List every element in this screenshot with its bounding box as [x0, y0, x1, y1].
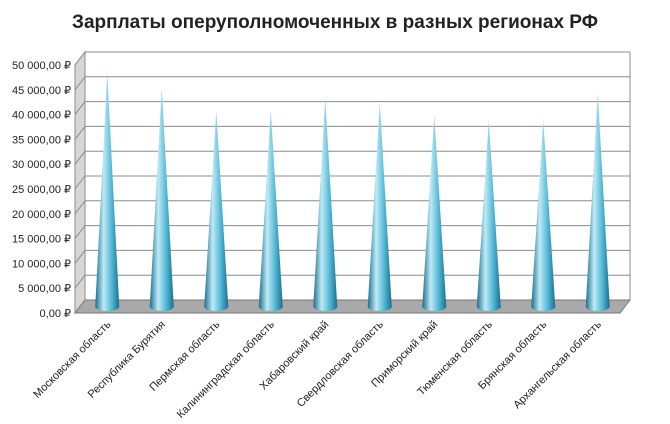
gridline-side — [74, 274, 86, 289]
gridline-side — [74, 101, 86, 115]
y-tick-label: 10 000,00 ₽ — [12, 258, 71, 270]
gridline-side — [74, 51, 86, 66]
gridline-side — [74, 175, 86, 190]
cone-bar — [313, 98, 338, 312]
gridline-side — [74, 150, 86, 165]
gridline-side — [74, 76, 86, 91]
cone-bar — [95, 73, 120, 311]
y-tick-label: 15 000,00 ₽ — [12, 234, 71, 246]
cone-bar — [258, 110, 283, 311]
cone-bar — [476, 120, 501, 311]
cone-bar — [531, 120, 556, 311]
y-tick-label: 40 000,00 ₽ — [12, 110, 71, 122]
y-tick-label: 30 000,00 ₽ — [12, 159, 71, 171]
y-tick-label: 25 000,00 ₽ — [12, 184, 71, 196]
y-tick-label: 35 000,00 ₽ — [12, 134, 71, 146]
gridline-side — [74, 225, 86, 239]
chart-title: Зарплаты оперуполномоченных в разных рег… — [72, 12, 598, 33]
gridline-side — [74, 200, 86, 215]
cone-bar — [149, 88, 174, 311]
y-tick-label: 0,00 ₽ — [40, 308, 71, 320]
y-tick-label: 50 000,00 ₽ — [12, 60, 71, 72]
gridline-side — [74, 126, 86, 140]
gridline-side — [74, 250, 86, 264]
cone-bar — [422, 115, 447, 311]
x-tick-label: Архангельская область — [511, 318, 604, 411]
y-tick-label: 45 000,00 ₽ — [12, 85, 71, 97]
x-tick-label: Калининградская область — [175, 318, 277, 420]
cone-bar — [204, 110, 229, 311]
y-tick-label: 5 000,00 ₽ — [18, 283, 71, 295]
y-tick-label: 20 000,00 ₽ — [12, 209, 71, 221]
cone-bar — [585, 93, 610, 311]
plot-area: 0,00 ₽ 5 000,00 ₽ 10 000,00 ₽ 15 000,00 ₽ 20… — [12, 50, 632, 421]
cone-bar — [367, 103, 392, 311]
